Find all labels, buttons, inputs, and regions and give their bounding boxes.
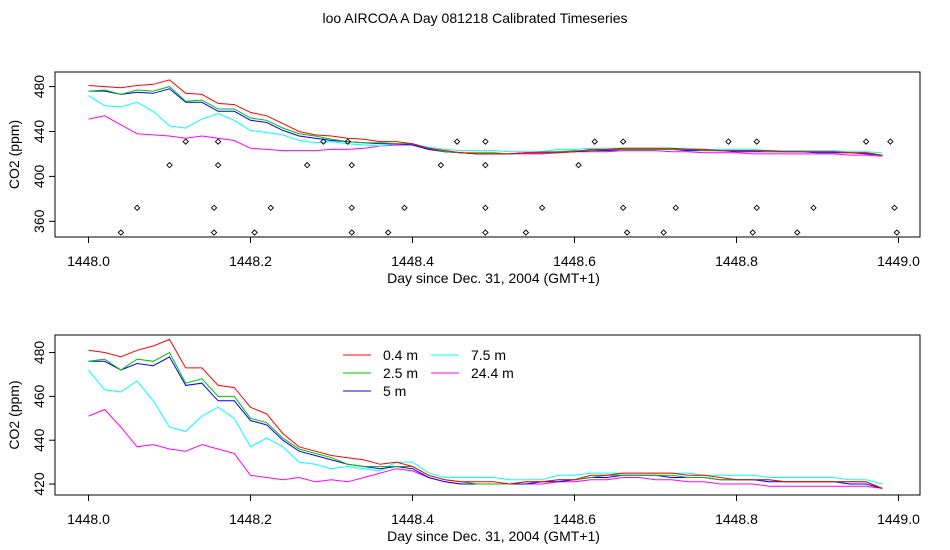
diamond-marker	[482, 138, 489, 145]
y-axis-label: CO2 (ppm)	[6, 120, 22, 189]
diamond-marker	[166, 161, 173, 169]
diamond-marker	[660, 229, 667, 236]
diamond-marker	[210, 229, 218, 236]
diamond-marker	[348, 229, 355, 236]
page-title: loo AIRCOA A Day 081218 Calibrated Times…	[322, 10, 628, 26]
diamond-marker	[749, 229, 756, 236]
diamond-marker	[303, 161, 311, 169]
y-tick-label: 460	[31, 384, 47, 408]
diamond-marker	[482, 204, 489, 212]
diamond-marker	[482, 161, 489, 169]
diamond-marker	[619, 138, 627, 145]
diamond-marker	[401, 204, 408, 212]
diamond-marker	[437, 161, 445, 169]
diamond-marker	[891, 204, 898, 212]
x-tick-label: 1448.6	[553, 253, 596, 269]
series-line-7-5-m	[88, 95, 883, 154]
y-tick-label: 360	[31, 209, 47, 233]
diamond-marker	[210, 204, 218, 212]
diamond-marker	[893, 229, 901, 236]
y-tick-label: 400	[31, 164, 47, 188]
x-tick-label: 1449.0	[877, 511, 920, 527]
x-tick-label: 1448.4	[391, 253, 434, 269]
diamond-marker	[725, 138, 732, 145]
diamond-marker	[117, 229, 125, 236]
diamond-marker	[575, 161, 582, 169]
diamond-marker	[320, 138, 327, 145]
diamond-marker	[348, 161, 355, 169]
series-line-5-m	[88, 88, 883, 156]
plot-frame	[54, 334, 921, 496]
diamond-marker	[591, 138, 598, 145]
legend-entry: 7.5 m	[471, 347, 506, 363]
diamond-marker	[384, 229, 392, 236]
x-tick-label: 1448.0	[67, 253, 110, 269]
diamond-marker	[753, 204, 760, 212]
x-tick-label: 1448.6	[553, 511, 596, 527]
x-axis-label: Day since Dec. 31, 2004 (GMT+1)	[387, 528, 600, 544]
y-tick-label: 440	[31, 428, 47, 452]
legend-entry: 0.4 m	[383, 347, 418, 363]
y-tick-label: 480	[31, 75, 47, 99]
x-tick-label: 1448.8	[715, 511, 758, 527]
diamond-marker	[348, 204, 355, 212]
diamond-marker	[623, 229, 631, 236]
diamond-marker	[182, 138, 189, 145]
y-tick-label: 440	[31, 120, 47, 144]
x-tick-label: 1448.2	[229, 511, 272, 527]
diamond-marker	[214, 138, 222, 145]
diamond-marker	[133, 204, 141, 212]
x-tick-label: 1449.0	[877, 253, 920, 269]
plot-frame	[54, 71, 921, 238]
diamond-marker	[862, 138, 870, 145]
diamond-marker	[753, 138, 760, 145]
x-tick-label: 1448.4	[391, 511, 434, 527]
diamond-marker	[482, 229, 489, 236]
diamond-marker	[344, 138, 351, 145]
diamond-marker	[887, 138, 894, 145]
diamond-marker	[267, 204, 274, 212]
legend-entry: 2.5 m	[383, 365, 418, 381]
y-axis-label: CO2 (ppm)	[6, 380, 22, 449]
x-tick-label: 1448.0	[67, 511, 110, 527]
diamond-marker	[522, 229, 530, 236]
diamond-marker	[214, 161, 222, 169]
x-axis-label: Day since Dec. 31, 2004 (GMT+1)	[387, 270, 600, 286]
x-tick-label: 1448.8	[715, 253, 758, 269]
legend-entry: 24.4 m	[471, 365, 514, 381]
diamond-marker	[810, 204, 817, 212]
diamond-marker	[251, 229, 258, 236]
diamond-marker	[453, 138, 461, 145]
diamond-marker	[794, 229, 801, 236]
y-tick-label: 420	[31, 472, 47, 496]
series-line-7-5-m	[88, 369, 883, 485]
y-tick-label: 480	[31, 341, 47, 365]
diamond-marker	[619, 204, 627, 212]
series-line-0-4-m	[88, 338, 883, 489]
series-line-0-4-m	[88, 79, 883, 156]
x-tick-label: 1448.2	[229, 253, 272, 269]
diamond-marker	[672, 204, 679, 212]
legend-entry: 5 m	[383, 383, 406, 399]
diamond-marker	[538, 204, 546, 212]
